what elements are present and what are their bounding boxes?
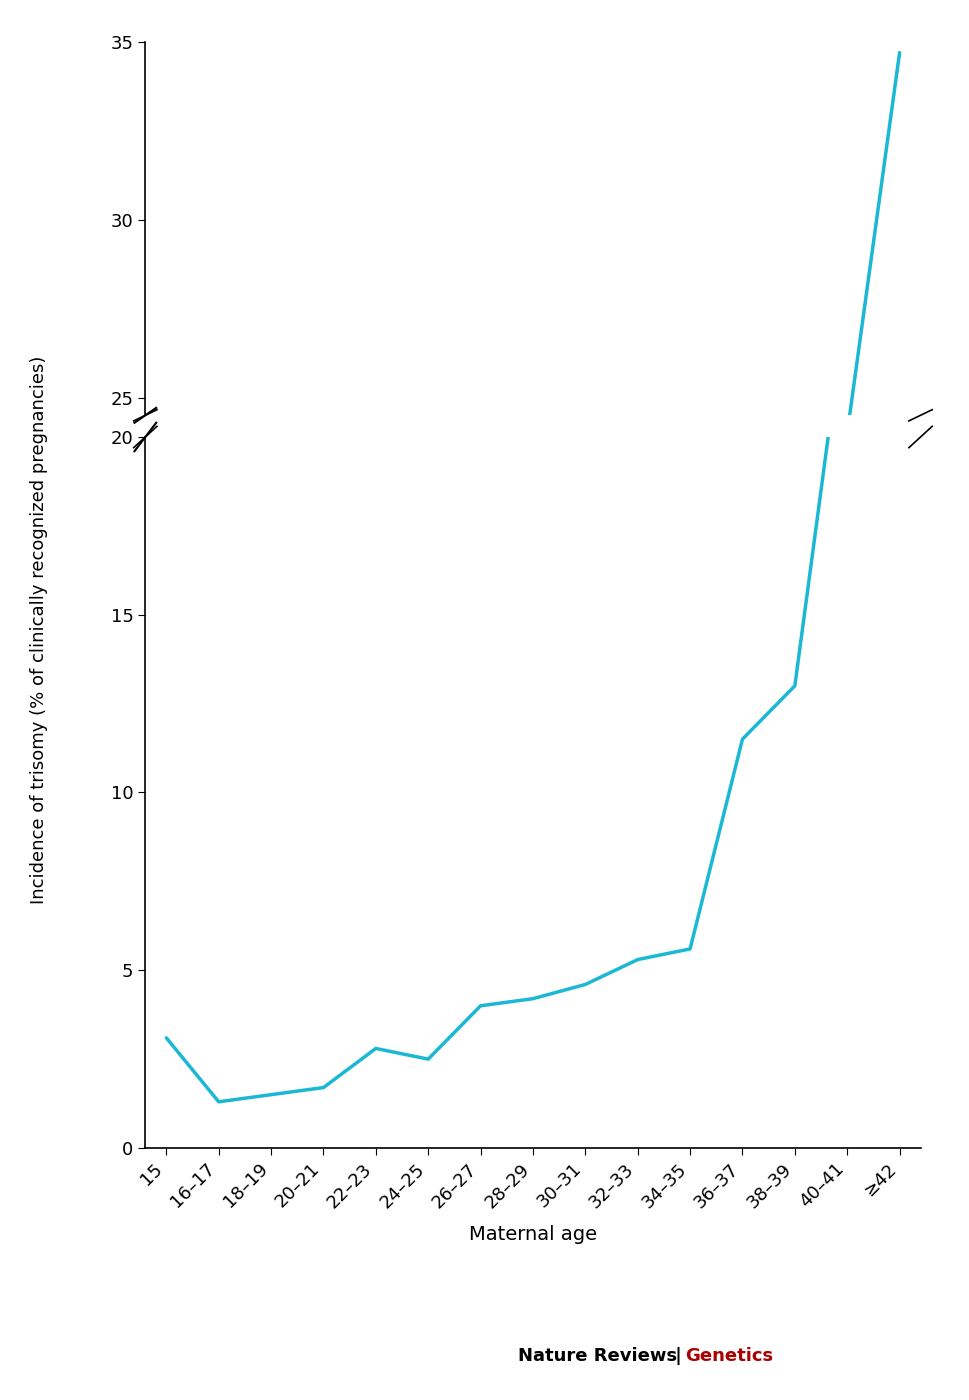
- Text: Incidence of trisomy (% of clinically recognized pregnancies): Incidence of trisomy (% of clinically re…: [30, 356, 47, 904]
- Text: Genetics: Genetics: [685, 1347, 773, 1365]
- Text: |: |: [669, 1347, 688, 1365]
- X-axis label: Maternal age: Maternal age: [469, 1225, 597, 1245]
- Text: Nature Reviews: Nature Reviews: [518, 1347, 677, 1365]
